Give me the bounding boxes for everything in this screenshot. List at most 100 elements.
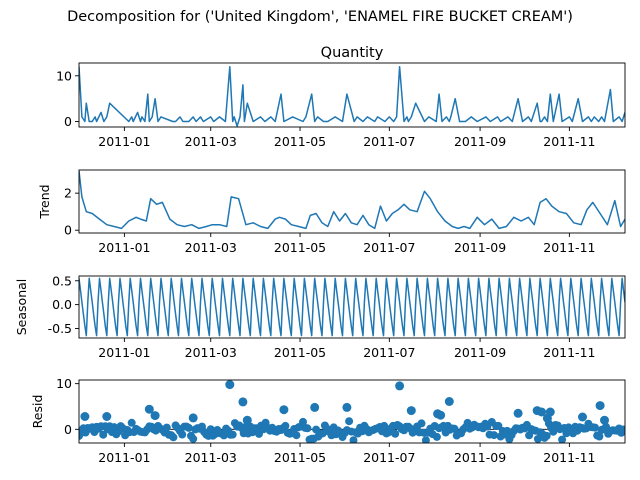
resid-point bbox=[542, 431, 551, 440]
x-tick-label: 2011-03 bbox=[185, 450, 237, 465]
panel-4-data bbox=[79, 380, 625, 443]
resid-point bbox=[490, 431, 498, 440]
resid-point bbox=[127, 418, 136, 427]
x-tick-label: 2011-09 bbox=[454, 345, 506, 360]
panel-3: -0.5 0.0 0.5 2011-01 2011-03 2011-05 2011-07 20… bbox=[14, 273, 626, 360]
resid-point bbox=[150, 411, 160, 421]
resid-point bbox=[169, 433, 178, 442]
resid-point bbox=[444, 397, 454, 406]
y-tick-label: 10 bbox=[56, 68, 72, 83]
y-tick-label: 0.0 bbox=[52, 297, 72, 312]
seasonal-line bbox=[79, 277, 625, 337]
resid-point bbox=[281, 421, 290, 430]
y-axis-label: Resid bbox=[30, 395, 45, 429]
resid-point bbox=[595, 401, 605, 411]
x-tick-label: 2011-09 bbox=[454, 134, 506, 149]
resid-point bbox=[299, 417, 307, 426]
resid-point bbox=[162, 423, 171, 432]
y-tick-label: 2 bbox=[64, 186, 72, 201]
panel-title: Quantity bbox=[321, 45, 384, 61]
x-tick-label: 2011-05 bbox=[274, 345, 326, 360]
resid-point bbox=[417, 419, 426, 428]
x-tick-label: 2011-09 bbox=[454, 240, 506, 255]
panel-1-data bbox=[79, 65, 625, 127]
x-tick-label: 2011-01 bbox=[98, 450, 150, 465]
x-tick-label: 2011-11 bbox=[543, 134, 595, 149]
resid-point bbox=[513, 408, 523, 418]
figure-title: Decomposition for ('United Kingdom', 'EN… bbox=[67, 9, 573, 25]
resid-point bbox=[242, 415, 252, 425]
x-tick-label: 2011-03 bbox=[185, 134, 237, 149]
resid-point bbox=[349, 436, 358, 443]
resid-point bbox=[545, 407, 555, 417]
resid-point bbox=[591, 423, 599, 432]
resid-point bbox=[549, 427, 558, 436]
panel-1: 0 10 2011-01 2011-03 2011-05 2011-07 2011-09 20… bbox=[56, 45, 626, 149]
panel-4: 0 10 2011-01 2011-03 2011-05 2011-07 2011-09 20… bbox=[30, 376, 626, 465]
resid-point bbox=[279, 405, 289, 415]
y-axis-label: Seasonal bbox=[14, 279, 29, 336]
resid-point bbox=[238, 397, 248, 407]
resid-point bbox=[184, 423, 193, 432]
x-tick-label: 2011-05 bbox=[274, 240, 326, 255]
resid-point bbox=[188, 413, 198, 423]
x-tick-label: 2011-07 bbox=[363, 134, 415, 149]
x-tick-label: 2011-03 bbox=[185, 345, 237, 360]
resid-point bbox=[303, 424, 312, 433]
resid-point bbox=[595, 432, 604, 441]
x-tick-label: 2011-07 bbox=[363, 240, 415, 255]
resid-point bbox=[578, 412, 587, 422]
y-tick-label: 0 bbox=[64, 223, 72, 238]
y-tick-label: -0.5 bbox=[48, 321, 72, 336]
resid-point bbox=[225, 380, 235, 390]
resid-point bbox=[310, 402, 320, 412]
axes-frame bbox=[78, 169, 626, 234]
resid-point bbox=[395, 381, 405, 391]
resid-point bbox=[99, 430, 108, 439]
resid-point bbox=[406, 406, 416, 416]
resid-point bbox=[436, 410, 446, 420]
axes-frame bbox=[78, 379, 626, 444]
resid-point bbox=[619, 425, 625, 434]
panel-3-data bbox=[79, 277, 625, 337]
x-tick-label: 2011-07 bbox=[363, 450, 415, 465]
x-tick-label: 2011-05 bbox=[274, 134, 326, 149]
resid-point bbox=[558, 435, 567, 443]
resid-point bbox=[144, 404, 154, 414]
resid-point bbox=[342, 402, 352, 412]
resid-point bbox=[189, 434, 198, 443]
x-tick-label: 2011-01 bbox=[98, 345, 150, 360]
resid-point bbox=[102, 412, 112, 421]
resid-point bbox=[80, 412, 90, 421]
axes-frame bbox=[78, 275, 626, 339]
panel-2: 0 2 2011-01 2011-03 2011-05 2011-07 2011-09 201… bbox=[37, 169, 626, 255]
resid-point bbox=[391, 429, 400, 438]
series-line bbox=[79, 170, 625, 230]
resid-point bbox=[228, 430, 237, 439]
axes-frame bbox=[78, 62, 626, 128]
x-tick-label: 2011-01 bbox=[98, 240, 150, 255]
y-tick-label: 0 bbox=[64, 114, 72, 129]
resid-point bbox=[178, 430, 187, 439]
resid-point bbox=[292, 431, 301, 440]
panel-2-data bbox=[79, 170, 625, 230]
x-tick-label: 2011-03 bbox=[185, 240, 237, 255]
x-tick-label: 2011-01 bbox=[98, 134, 150, 149]
resid-point bbox=[432, 432, 441, 441]
x-tick-label: 2011-09 bbox=[454, 450, 506, 465]
x-tick-label: 2011-11 bbox=[543, 450, 595, 465]
y-tick-label: 0.5 bbox=[52, 273, 72, 288]
resid-point bbox=[380, 421, 389, 430]
x-tick-label: 2011-05 bbox=[274, 450, 326, 465]
x-tick-label: 2011-07 bbox=[363, 345, 415, 360]
y-axis-label: Trend bbox=[37, 184, 52, 219]
resid-point bbox=[537, 407, 547, 417]
x-tick-label: 2011-11 bbox=[543, 345, 595, 360]
x-tick-label: 2011-11 bbox=[543, 240, 595, 255]
series-line bbox=[79, 65, 625, 127]
resid-point bbox=[600, 415, 609, 425]
y-tick-label: 10 bbox=[56, 376, 72, 391]
y-tick-label: 0 bbox=[64, 422, 72, 437]
resid-point bbox=[421, 436, 430, 443]
